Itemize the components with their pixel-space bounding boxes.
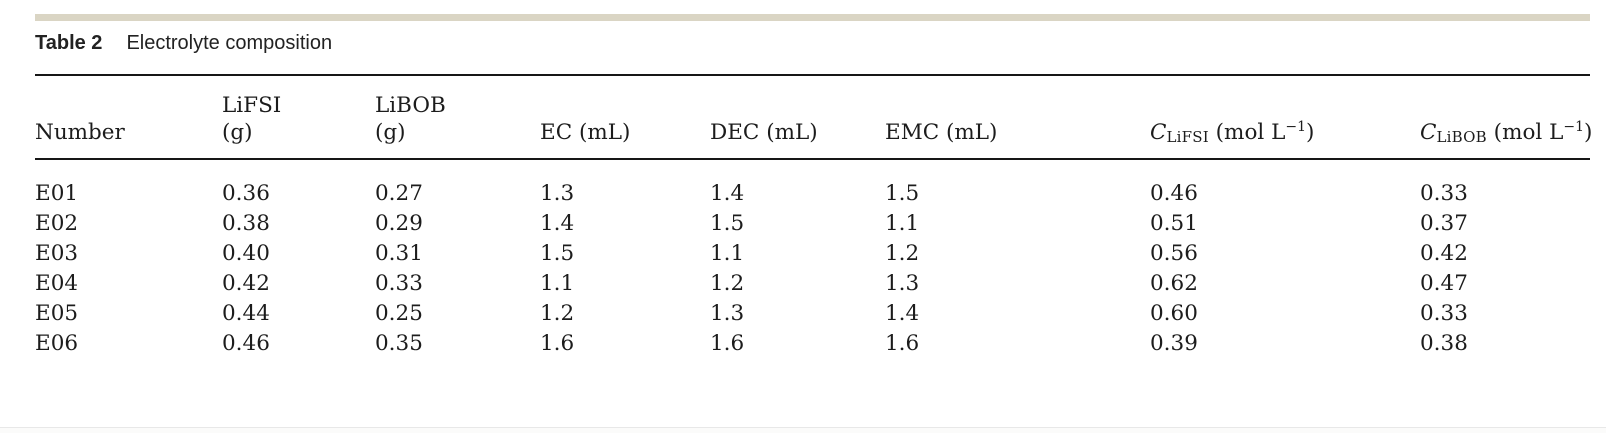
table-header: Number LiFSI (g) LiBOB (g) EC (mL) DEC (… (35, 75, 1593, 160)
cell-c-libob: 0.33 (1420, 181, 1468, 206)
column-header-ec: EC (mL) (540, 75, 710, 160)
cell-ec: 1.1 (540, 271, 575, 296)
electrolyte-composition-table-wrap: Number LiFSI (g) LiBOB (g) EC (mL) DEC (… (35, 74, 1593, 359)
cell-c-libob: 0.33 (1420, 301, 1468, 326)
cell-emc: 1.6 (885, 331, 920, 356)
cell-number: E02 (35, 211, 79, 236)
header-line-label: DEC (mL) (710, 120, 818, 145)
cell-c-libob: 0.37 (1420, 211, 1468, 236)
cell-dec: 1.4 (710, 181, 745, 206)
header-line-label: CLiFSI (mol L−1) (1150, 119, 1420, 146)
table-row-e03: E03 0.40 0.31 1.5 1.1 1.2 0.56 0.42 (35, 239, 1590, 269)
cell-c-libob: 0.42 (1420, 241, 1468, 266)
header-line-label: EC (mL) (540, 120, 631, 145)
unit-exponent: −1 (1563, 118, 1585, 135)
table-row-e01: E01 0.36 0.27 1.3 1.4 1.5 0.46 0.33 (35, 159, 1590, 209)
column-header-libob-g: LiBOB (g) (375, 75, 540, 160)
table-row-e05: E05 0.44 0.25 1.2 1.3 1.4 0.60 0.33 (35, 299, 1590, 329)
table-row-e04: E04 0.42 0.33 1.1 1.2 1.3 0.62 0.47 (35, 269, 1590, 299)
cell-number: E04 (35, 271, 79, 296)
cell-c-libob: 0.47 (1420, 271, 1468, 296)
header-line-label: (g) (375, 120, 406, 145)
cell-libob-g: 0.27 (375, 181, 423, 206)
cell-c-libob: 0.38 (1420, 331, 1468, 356)
cell-number: E01 (35, 181, 79, 206)
cell-libob-g: 0.35 (375, 331, 423, 356)
cell-lifsi-g: 0.38 (222, 211, 270, 236)
cell-emc: 1.4 (885, 301, 920, 326)
unit-exponent: −1 (1285, 118, 1307, 135)
cell-dec: 1.2 (710, 271, 745, 296)
cell-c-lifsi: 0.39 (1150, 331, 1198, 356)
page-bottom-divider (0, 427, 1606, 428)
cell-dec: 1.6 (710, 331, 745, 356)
concentration-symbol: C (1420, 120, 1437, 145)
cell-c-lifsi: 0.51 (1150, 211, 1198, 236)
cell-number: E03 (35, 241, 79, 266)
cell-c-lifsi: 0.46 (1150, 181, 1198, 206)
cell-dec: 1.1 (710, 241, 745, 266)
cell-emc: 1.2 (885, 241, 920, 266)
cell-ec: 1.5 (540, 241, 575, 266)
cell-ec: 1.6 (540, 331, 575, 356)
unit-close: ) (1306, 120, 1315, 145)
header-row: Number LiFSI (g) LiBOB (g) EC (mL) DEC (… (35, 75, 1593, 160)
unit-open: (mol L (1208, 120, 1286, 145)
header-line-label: Number (35, 120, 125, 145)
cell-lifsi-g: 0.46 (222, 331, 270, 356)
electrolyte-composition-table: Number LiFSI (g) LiBOB (g) EC (mL) DEC (… (35, 74, 1593, 359)
table-caption-label: Table 2 (35, 32, 103, 54)
unit-close: ) (1584, 120, 1593, 145)
header-line-top: LiBOB (375, 93, 446, 118)
cell-c-lifsi: 0.56 (1150, 241, 1198, 266)
cell-emc: 1.5 (885, 181, 920, 206)
cell-lifsi-g: 0.44 (222, 301, 270, 326)
table-row-e06: E06 0.46 0.35 1.6 1.6 1.6 0.39 0.38 (35, 329, 1590, 359)
cell-ec: 1.3 (540, 181, 575, 206)
column-header-lifsi-g: LiFSI (g) (222, 75, 375, 160)
unit-open: (mol L (1486, 120, 1564, 145)
concentration-subscript: LiBOB (1436, 128, 1487, 146)
cell-c-lifsi: 0.60 (1150, 301, 1198, 326)
cell-ec: 1.2 (540, 301, 575, 326)
cell-libob-g: 0.25 (375, 301, 423, 326)
column-header-number: Number (35, 75, 222, 160)
cell-lifsi-g: 0.42 (222, 271, 270, 296)
header-line-label: (g) (222, 120, 253, 145)
table-row-e02: E02 0.38 0.29 1.4 1.5 1.1 0.51 0.37 (35, 209, 1590, 239)
cell-number: E05 (35, 301, 79, 326)
cell-libob-g: 0.31 (375, 241, 423, 266)
cell-lifsi-g: 0.40 (222, 241, 270, 266)
header-line-top: LiFSI (222, 93, 282, 118)
cell-libob-g: 0.29 (375, 211, 423, 236)
cell-lifsi-g: 0.36 (222, 181, 270, 206)
cell-emc: 1.3 (885, 271, 920, 296)
cell-dec: 1.3 (710, 301, 745, 326)
column-header-emc: EMC (mL) (885, 75, 1150, 160)
column-header-dec: DEC (mL) (710, 75, 885, 160)
concentration-symbol: C (1150, 120, 1167, 145)
page-bottom-strip (0, 428, 1606, 433)
concentration-subscript: LiFSI (1166, 128, 1209, 146)
table-caption-title: Electrolyte composition (126, 32, 333, 54)
cell-emc: 1.1 (885, 211, 920, 236)
table-body: E01 0.36 0.27 1.3 1.4 1.5 0.46 0.33 E02 … (35, 159, 1590, 359)
cell-number: E06 (35, 331, 79, 356)
column-header-c-lifsi: CLiFSI (mol L−1) (1150, 75, 1420, 160)
cell-dec: 1.5 (710, 211, 745, 236)
cell-libob-g: 0.33 (375, 271, 423, 296)
header-line-label: CLiBOB (mol L−1) (1420, 118, 1593, 146)
column-header-c-libob: CLiBOB (mol L−1) (1420, 75, 1593, 160)
cell-c-lifsi: 0.62 (1150, 271, 1198, 296)
accent-bar (35, 14, 1590, 21)
cell-ec: 1.4 (540, 211, 575, 236)
table-caption: Table 2 Electrolyte composition (35, 31, 332, 55)
header-line-label: EMC (mL) (885, 120, 998, 145)
